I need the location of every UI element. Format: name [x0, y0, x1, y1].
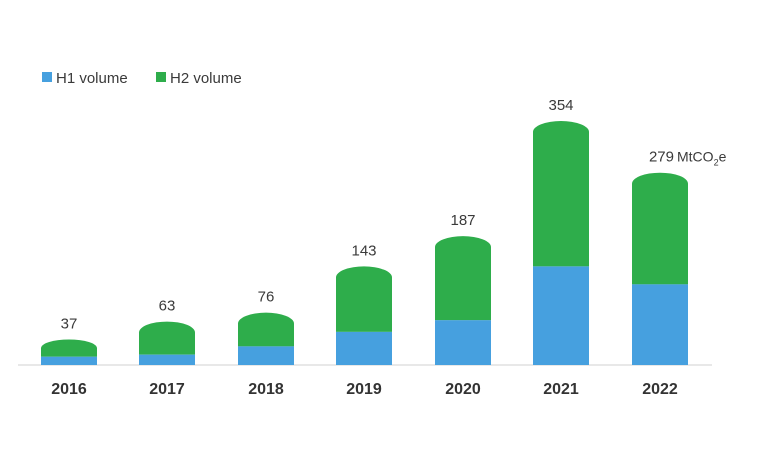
- bar-h1-2021: [533, 266, 589, 365]
- total-label-2021: 354: [548, 97, 573, 114]
- legend: H1 volume H2 volume: [42, 70, 242, 87]
- x-tick-label-2016: 2016: [51, 381, 87, 398]
- bar-h2-2018: [238, 312, 294, 347]
- x-tick-label-2017: 2017: [149, 381, 185, 398]
- x-tick-label-2018: 2018: [248, 381, 284, 398]
- unit-label: MtCO2e: [677, 149, 727, 168]
- total-label-2019: 143: [351, 242, 376, 259]
- total-label-2022: 279: [649, 149, 674, 166]
- bar-h2-2017: [139, 321, 195, 355]
- bar-h1-2022: [632, 284, 688, 365]
- bar-h1-2020: [435, 320, 491, 365]
- bar-h1-2019: [336, 331, 392, 365]
- x-tick-label-2022: 2022: [642, 381, 678, 398]
- total-label-2020: 187: [450, 212, 475, 229]
- bar-h1-2016: [41, 356, 97, 365]
- bar-h2-2022: [632, 172, 688, 285]
- bar-h2-2019: [336, 266, 392, 332]
- bar-h2-2016: [41, 339, 97, 357]
- bar-h1-2017: [139, 354, 195, 365]
- x-tick-label-2020: 2020: [445, 381, 481, 398]
- legend-label-h1: H1 volume: [56, 70, 128, 87]
- total-label-2016: 37: [61, 315, 78, 332]
- total-label-2018: 76: [258, 289, 275, 306]
- bar-h2-2020: [435, 236, 491, 321]
- legend-swatch-h2: [156, 72, 166, 82]
- labels-group: 2016 37 2017 63 2018 76 2019 143 2020 187 2021 354 2…: [51, 97, 726, 398]
- legend-swatch-h1: [42, 72, 52, 82]
- legend-label-h2: H2 volume: [170, 70, 242, 87]
- bar-h1-2018: [238, 346, 294, 365]
- x-tick-label-2021: 2021: [543, 381, 579, 398]
- total-label-2017: 63: [159, 298, 176, 315]
- bars-group: [41, 121, 688, 365]
- x-tick-label-2019: 2019: [346, 381, 382, 398]
- bar-h2-2021: [533, 121, 589, 267]
